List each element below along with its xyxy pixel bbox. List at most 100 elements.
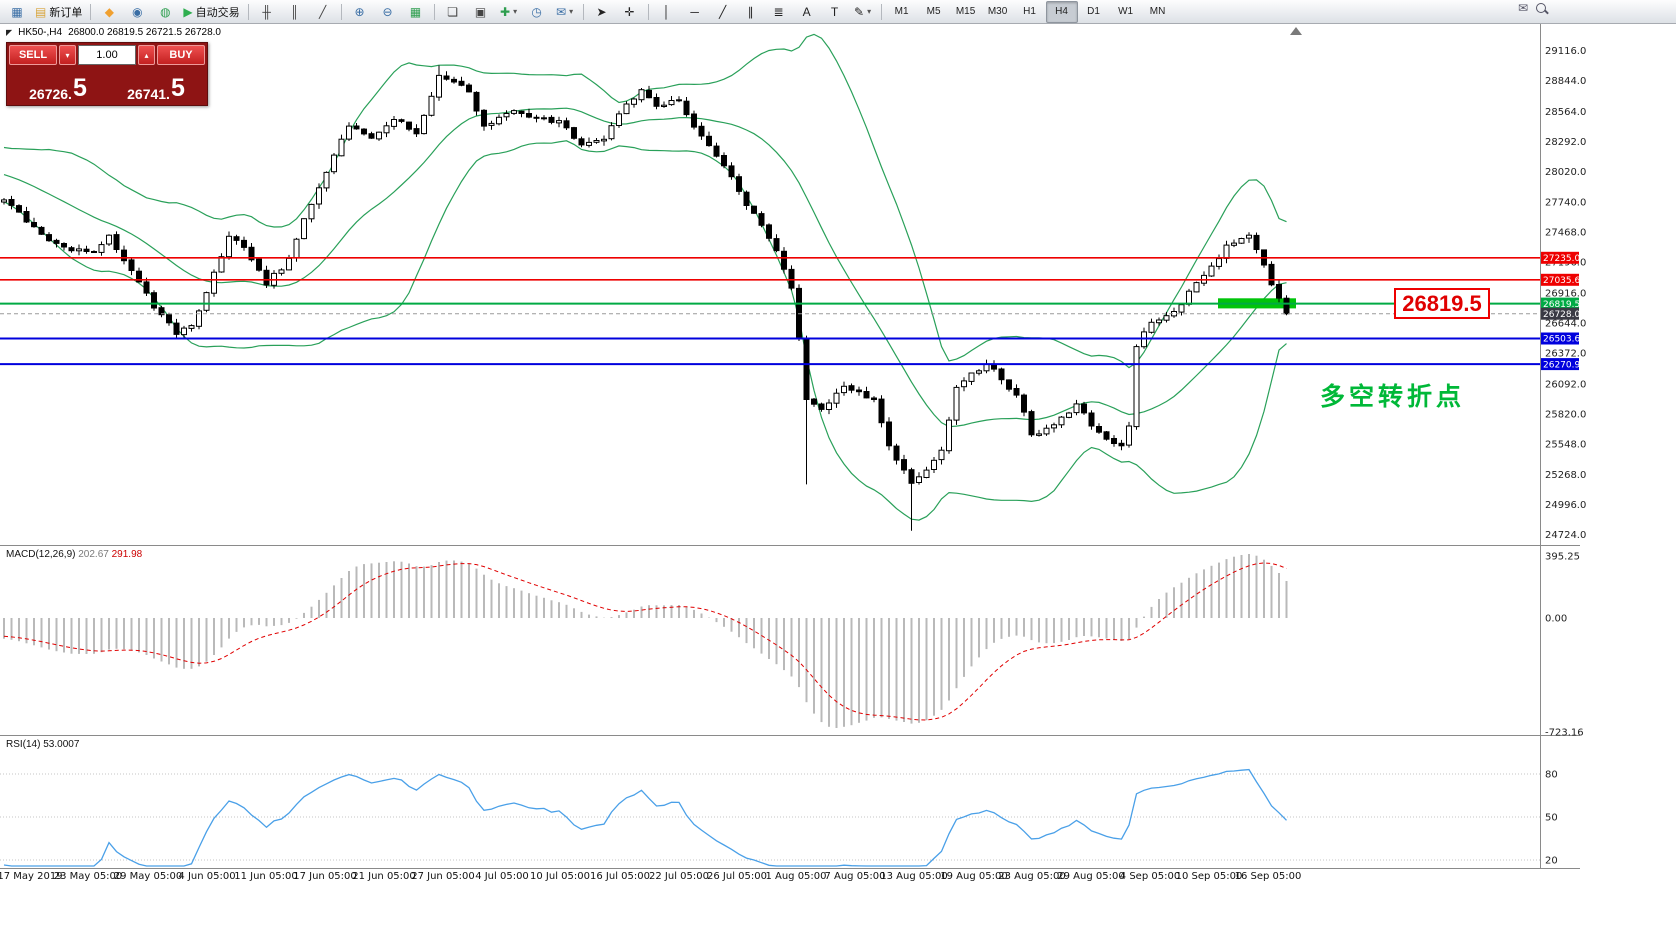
shapes-icon-glyph: ✎: [854, 4, 865, 19]
macd-indicator-label: MACD(12,26,9) 202.67 291.98: [6, 549, 142, 560]
sell-button[interactable]: SELL: [9, 45, 57, 65]
line-chart-type-icon[interactable]: ╱: [309, 1, 337, 23]
candlestick-type-icon[interactable]: ║: [281, 1, 309, 23]
timeframe-mn-button[interactable]: MN: [1149, 6, 1166, 17]
shapes-icon[interactable]: ✎ ▾: [849, 1, 877, 23]
timeframe-m1-button[interactable]: M1: [894, 6, 909, 17]
indicators-icon[interactable]: ✉ ▾: [551, 1, 579, 23]
scroll-to-end-icon[interactable]: [1290, 27, 1302, 35]
sell-price[interactable]: 26726. 5: [9, 67, 107, 103]
zoom-in-icon[interactable]: ⊕: [346, 1, 374, 23]
profiles-icon[interactable]: ◉: [123, 1, 151, 23]
feedback-icon[interactable]: ✉: [1518, 1, 1529, 15]
price-callout[interactable]: 26819.5: [1394, 288, 1490, 319]
svg-text:29 May 05:00: 29 May 05:00: [114, 871, 183, 882]
svg-text:-723.16: -723.16: [1545, 728, 1584, 739]
svg-text:21 Jun 05:00: 21 Jun 05:00: [352, 871, 416, 882]
svg-text:24996.0: 24996.0: [1545, 500, 1586, 511]
metaeditor-icon-glyph: ◆: [104, 4, 114, 19]
channel-icon-glyph: ∥: [747, 4, 754, 19]
svg-text:20: 20: [1545, 855, 1558, 866]
metaeditor-icon[interactable]: ◆: [95, 1, 123, 23]
chart-window-icon-glyph: ▦: [11, 4, 23, 19]
sell-dropdown-icon[interactable]: ▾: [59, 45, 76, 65]
svg-text:10 Sep 05:00: 10 Sep 05:00: [1176, 871, 1243, 882]
svg-text:17 Jun 05:00: 17 Jun 05:00: [293, 871, 357, 882]
period-clock-icon[interactable]: ◷: [523, 1, 551, 23]
label-icon-glyph: T: [830, 4, 839, 19]
buy-price-big-digit: 5: [170, 74, 185, 102]
top-toolbar: ▦ ▤ 新订单 ◆ ◉ ◍ ▶ 自动交易 ╫ ║ ╱ ⊕ ⊖ ▦ ❏ ▣ ✚ ▾ ◷ ✉ ▾ ➤ ✛ │ ─ ╱ ∥ ≣ A T ✎ ▾ M1 M…: [0, 0, 1676, 24]
label-icon[interactable]: T: [821, 1, 849, 23]
toolbar-separator: [340, 3, 342, 20]
zoom-in-icon-glyph: ⊕: [354, 4, 365, 19]
buy-price[interactable]: 26741. 5: [107, 67, 205, 103]
text-icon[interactable]: A: [793, 1, 821, 23]
svg-text:23 May 05:00: 23 May 05:00: [54, 871, 123, 882]
collapse-quotes-icon[interactable]: ◤: [6, 28, 13, 37]
cursor-icon[interactable]: ➤: [588, 1, 616, 23]
text-icon-glyph: A: [802, 4, 811, 19]
timeframe-m15-button[interactable]: M15: [955, 6, 976, 17]
tile-windows-icon[interactable]: ▣: [467, 1, 495, 23]
timeframe-h1-button[interactable]: H1: [1023, 6, 1036, 17]
zoom-out-icon[interactable]: ⊖: [374, 1, 402, 23]
svg-text:10 Jul 05:00: 10 Jul 05:00: [530, 871, 590, 882]
volume-input[interactable]: 1.00: [78, 45, 136, 65]
svg-text:27468.0: 27468.0: [1545, 228, 1586, 239]
svg-text:26372.0: 26372.0: [1545, 348, 1586, 359]
price-axis: 29116.0 28844.0 28564.0 28292.0 28020.0 27740…: [1545, 46, 1586, 541]
search-icon[interactable]: [1536, 3, 1547, 13]
fibonacci-icon[interactable]: ≣: [765, 1, 793, 23]
autotrading-button[interactable]: ▶ 自动交易: [179, 1, 243, 23]
buy-button[interactable]: BUY: [157, 45, 205, 65]
trendline-icon-glyph: ╱: [718, 4, 727, 19]
vertical-line-icon[interactable]: │: [653, 1, 681, 23]
svg-text:26819.5: 26819.5: [1543, 300, 1580, 310]
svg-text:27035.6: 27035.6: [1543, 276, 1580, 286]
bar-chart-type-icon[interactable]: ╫: [253, 1, 281, 23]
line-chart-type-icon-glyph: ╱: [318, 4, 327, 19]
svg-text:25548.0: 25548.0: [1545, 439, 1586, 450]
svg-text:4 Jul 05:00: 4 Jul 05:00: [475, 871, 529, 882]
rsi-name: RSI(14): [6, 739, 41, 750]
cascade-windows-icon[interactable]: ❏: [439, 1, 467, 23]
svg-text:26728.0: 26728.0: [1543, 310, 1580, 320]
svg-text:80: 80: [1545, 770, 1558, 781]
volume-stepper-icon[interactable]: ▴: [138, 45, 155, 65]
horizontal-line-icon-glyph: ─: [690, 4, 699, 19]
svg-text:25820.0: 25820.0: [1545, 409, 1586, 420]
horizontal-line-icon[interactable]: ─: [681, 1, 709, 23]
level-lines[interactable]: [0, 256, 1540, 366]
timeframe-m5-button[interactable]: M5: [926, 6, 941, 17]
grid-icon[interactable]: ▦: [402, 1, 430, 23]
zoom-out-icon-glyph: ⊖: [382, 4, 393, 19]
ohlc-values: 26800.0 26819.5 26721.5 26728.0: [68, 27, 221, 38]
crosshair-icon[interactable]: ✛: [616, 1, 644, 23]
trendline-icon[interactable]: ╱: [709, 1, 737, 23]
turning-point-annotation[interactable]: 多空转折点: [1320, 383, 1466, 411]
channel-icon[interactable]: ∥: [737, 1, 765, 23]
candles: [1, 65, 1290, 531]
sell-price-main: 26726.: [29, 86, 72, 102]
svg-text:50: 50: [1545, 813, 1558, 824]
new-chart-icon-glyph: ✚: [500, 4, 511, 19]
candlestick-type-icon-glyph: ║: [290, 4, 299, 19]
sell-price-big-digit: 5: [72, 74, 87, 102]
community-icon-glyph: ◍: [160, 4, 171, 19]
cursor-icon-glyph: ➤: [596, 4, 607, 19]
tile-windows-icon-glyph: ▣: [474, 4, 487, 19]
timeframe-d1-button[interactable]: D1: [1087, 6, 1100, 17]
timeframe-h4-button[interactable]: H4: [1045, 0, 1078, 23]
svg-text:24724.0: 24724.0: [1545, 530, 1586, 541]
chart-window-icon[interactable]: ▦: [3, 1, 31, 23]
timeframe-w1-button[interactable]: W1: [1118, 6, 1134, 17]
dropdown-arrow-icon: ▾: [569, 7, 574, 16]
timeframe-m30-button[interactable]: M30: [987, 6, 1008, 17]
community-icon[interactable]: ◍: [151, 1, 179, 23]
new-chart-icon[interactable]: ✚ ▾: [495, 1, 523, 23]
price-tags: 27235.0 27035.6 26819.5 26503.6 26270.9 26728…: [1541, 251, 1580, 370]
new-order-button[interactable]: ▤ 新订单: [31, 1, 86, 23]
